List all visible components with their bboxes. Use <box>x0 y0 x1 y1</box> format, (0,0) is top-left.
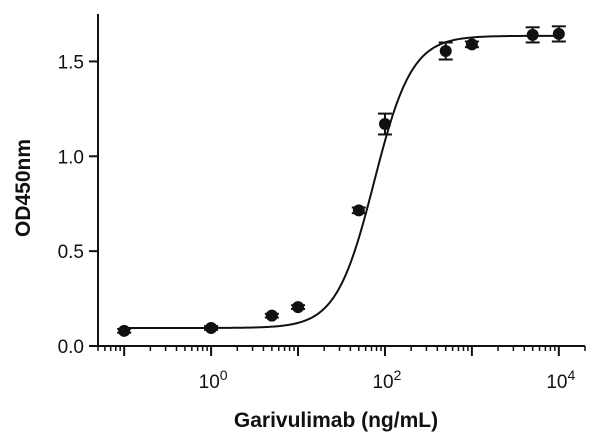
data-point <box>526 28 539 41</box>
y-tick-label: 0.5 <box>58 242 84 263</box>
x-tick-label: 104 <box>546 367 575 393</box>
y-tick-label: 1.5 <box>58 52 84 73</box>
y-tick-label: 0.0 <box>58 337 84 358</box>
data-point <box>465 38 478 51</box>
data-point <box>118 324 131 337</box>
plot-area <box>117 25 566 337</box>
data-point <box>205 321 218 334</box>
data-point <box>439 44 452 57</box>
x-axis-title: Garivulimab (ng/mL) <box>234 409 438 432</box>
data-point <box>292 301 305 314</box>
data-point <box>265 309 278 322</box>
axes: 0.0 0.5 1.0 1.5 100 102 104 <box>58 14 586 393</box>
fit-curve <box>124 34 559 329</box>
x-tick-label: 102 <box>372 367 401 393</box>
data-point <box>378 118 391 131</box>
y-axis-title: OD450nm <box>12 139 35 237</box>
x-tick-label: 100 <box>199 367 228 393</box>
y-tick-label: 1.0 <box>58 147 84 168</box>
data-point <box>352 204 365 217</box>
data-point <box>552 27 565 40</box>
